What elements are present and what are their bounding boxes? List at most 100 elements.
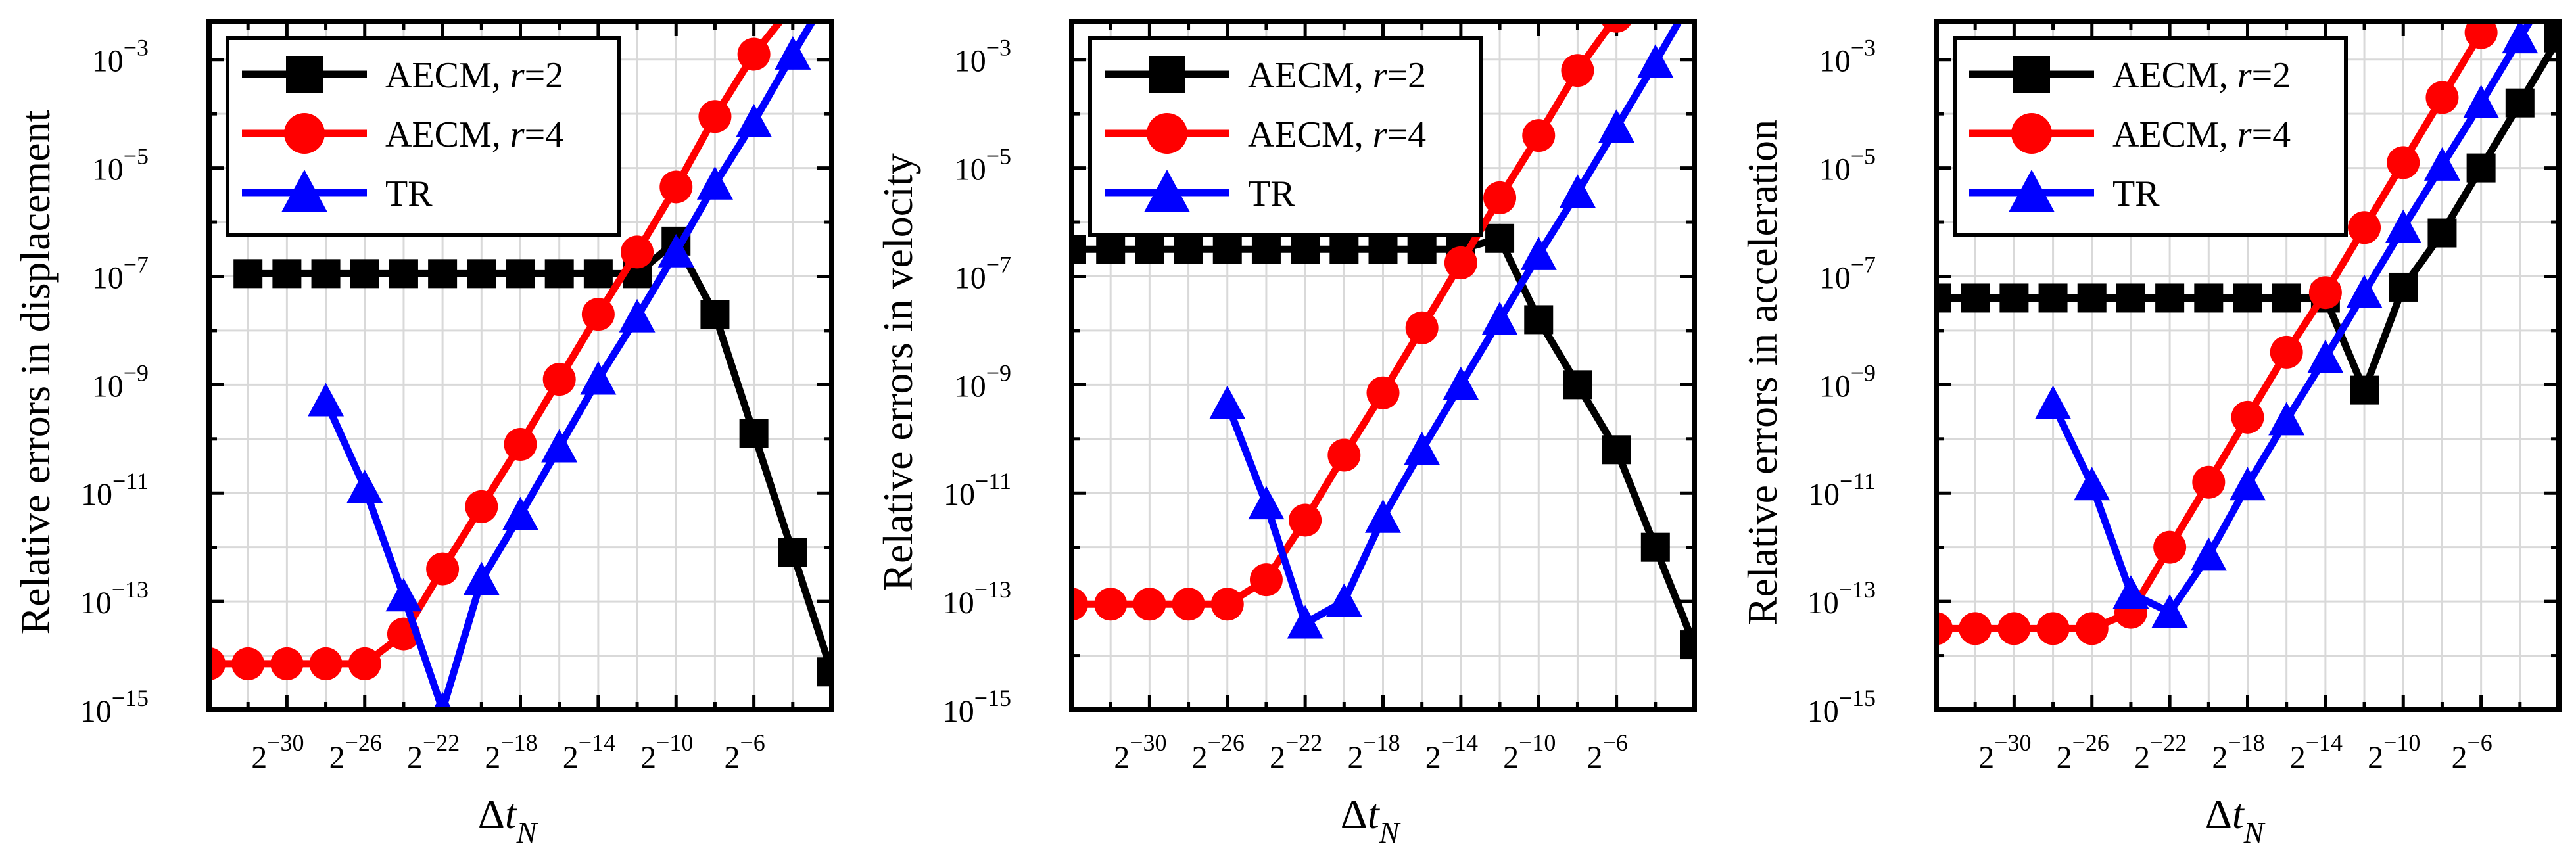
x-tick-label: 2−10	[1503, 730, 1556, 775]
circle-marker	[737, 37, 771, 71]
triangle-marker	[463, 561, 500, 595]
x-tick-base: 2	[1347, 740, 1363, 775]
circle-marker	[1366, 376, 1400, 409]
circle-marker	[1147, 113, 1187, 154]
triangle-marker	[1481, 301, 1518, 335]
circle-marker	[348, 647, 381, 680]
triangle-marker	[1559, 174, 1596, 208]
y-tick-base: 10	[1819, 369, 1851, 404]
y-tick-base: 10	[1819, 44, 1851, 79]
y-tick-exponent: −5	[1851, 143, 1876, 170]
circle-marker	[1327, 438, 1361, 472]
square-marker	[2350, 375, 2379, 405]
square-marker	[817, 657, 832, 687]
triangle-marker	[1404, 431, 1441, 465]
triangle-marker	[2009, 170, 2055, 212]
y-tick-exponent: −9	[124, 360, 149, 386]
y-tick-label: 10−15	[943, 685, 1011, 729]
square-marker	[1174, 235, 1203, 264]
x-tick-exponent: −26	[1208, 730, 1245, 756]
legend-entry-1: AECM, r=2	[1105, 55, 1426, 96]
triangle-marker	[1443, 366, 1479, 400]
circle-marker	[1936, 612, 1953, 645]
y-tick-exponent: −7	[1851, 251, 1876, 277]
legend-entry-2: AECM, r=4	[1969, 113, 2291, 155]
legend-entry-3: TR	[1105, 170, 1295, 214]
circle-marker	[1210, 588, 1244, 621]
square-marker	[1602, 435, 1631, 465]
legend-label-prefix: AECM,	[2112, 55, 2237, 96]
legend-entry-3: TR	[1969, 170, 2160, 214]
x-tick-label: 2−6	[724, 730, 765, 775]
square-marker	[1251, 235, 1281, 264]
circle-marker	[1133, 588, 1166, 621]
y-tick-base: 10	[1807, 586, 1839, 620]
x-tick-label: 2−18	[485, 730, 537, 775]
square-marker	[2272, 283, 2301, 313]
square-marker	[1524, 305, 1554, 335]
legend-label: AECM, r=2	[2112, 55, 2291, 96]
y-tick-label: 10−9	[92, 360, 149, 404]
square-marker	[1680, 630, 1694, 660]
circle-marker	[2075, 612, 2109, 645]
y-tick-label: 10−3	[955, 35, 1011, 79]
circle-marker	[1289, 503, 1322, 537]
y-tick-base: 10	[955, 260, 986, 295]
circle-marker	[1561, 54, 1594, 87]
y-tick-exponent: −11	[1840, 468, 1876, 494]
circle-marker	[231, 647, 265, 680]
square-marker	[233, 259, 263, 289]
x-tick-exponent: −22	[1285, 730, 1322, 756]
circle-marker	[465, 490, 498, 523]
y-tick-base: 10	[92, 260, 124, 295]
square-marker	[1936, 283, 1951, 313]
y-tick-label: 10−11	[81, 468, 149, 512]
y-tick-exponent: −3	[986, 35, 1011, 61]
x-tick-base: 2	[724, 740, 740, 775]
x-tick-exponent: −14	[579, 730, 615, 756]
x-tick-label: 2−10	[2368, 730, 2420, 775]
square-marker	[389, 259, 418, 289]
y-tick-exponent: −7	[986, 251, 1011, 277]
y-tick-exponent: −3	[124, 35, 149, 61]
chart-panel-3: 2−30 2−26 2−22 2−18 2−14 2−10 2−610−1510−1310−…	[1739, 19, 2562, 849]
legend-label-suffix: =4	[525, 114, 564, 155]
circle-marker	[1997, 612, 2031, 645]
triangle-marker	[775, 35, 811, 70]
legend-label-italic: r	[2237, 55, 2252, 96]
square-marker	[544, 259, 574, 289]
y-tick-label: 10−9	[1819, 360, 1876, 404]
x-tick-base: 2	[1978, 740, 1994, 775]
y-tick-exponent: −9	[1851, 360, 1876, 386]
legend-entry-1: AECM, r=2	[1969, 55, 2291, 96]
square-marker	[2233, 283, 2262, 313]
triangle-marker	[502, 496, 538, 530]
y-tick-exponent: −13	[974, 576, 1011, 603]
square-marker	[778, 538, 807, 567]
x-axis-title: ΔtN	[1341, 791, 1401, 849]
legend-label-italic: r	[1373, 114, 1387, 155]
x-axis-title-var: t	[505, 791, 518, 837]
x-tick-label: 2−18	[2212, 730, 2264, 775]
circle-marker	[2387, 146, 2420, 179]
x-tick-exponent: −22	[423, 730, 460, 756]
y-tick-exponent: −9	[986, 360, 1011, 386]
circle-marker	[2464, 22, 2498, 49]
legend-label-prefix: TR	[385, 174, 433, 214]
y-tick-base: 10	[92, 369, 124, 404]
y-tick-label: 10−13	[80, 576, 149, 620]
x-tick-base: 2	[1586, 740, 1602, 775]
y-tick-label: 10−7	[955, 251, 1011, 295]
square-marker	[739, 419, 769, 448]
x-axis-title-main: Δ	[1341, 791, 1368, 837]
x-tick-exponent: −10	[2383, 730, 2420, 756]
y-tick-exponent: −5	[124, 143, 149, 170]
y-tick-base: 10	[1819, 152, 1851, 187]
circle-marker	[1483, 181, 1517, 214]
x-tick-base: 2	[251, 740, 267, 775]
y-tick-exponent: −3	[1851, 35, 1876, 61]
square-marker	[2544, 23, 2559, 53]
triangle-marker	[2502, 22, 2539, 54]
